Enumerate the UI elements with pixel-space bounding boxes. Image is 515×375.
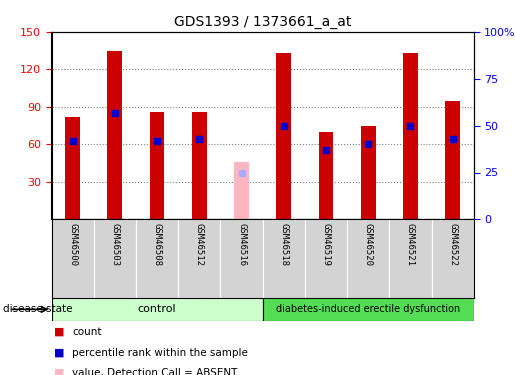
Text: GSM46508: GSM46508 [152, 222, 162, 266]
Bar [277, 53, 291, 219]
Text: disease state: disease state [3, 304, 72, 314]
Text: percentile rank within the sample: percentile rank within the sample [72, 348, 248, 357]
Bar [305, 219, 347, 298]
Text: GSM46521: GSM46521 [406, 222, 415, 266]
Bar [389, 219, 432, 298]
Bar [94, 219, 136, 298]
Bar [150, 112, 164, 219]
Text: count: count [72, 327, 101, 337]
Bar [65, 117, 80, 219]
Text: ■: ■ [54, 348, 64, 357]
Bar [347, 219, 389, 298]
Text: GSM46519: GSM46519 [321, 222, 331, 266]
Bar [220, 219, 263, 298]
Bar [361, 126, 375, 219]
Bar [108, 51, 122, 219]
Text: GSM46512: GSM46512 [195, 222, 204, 266]
Text: GSM46500: GSM46500 [68, 222, 77, 266]
Text: value, Detection Call = ABSENT: value, Detection Call = ABSENT [72, 368, 237, 375]
Text: GSM46516: GSM46516 [237, 222, 246, 266]
Text: ■: ■ [54, 327, 64, 337]
Bar [136, 219, 178, 298]
Text: diabetes-induced erectile dysfunction: diabetes-induced erectile dysfunction [276, 304, 460, 314]
Text: GSM46518: GSM46518 [279, 222, 288, 266]
Text: GSM46520: GSM46520 [364, 222, 373, 266]
Bar [403, 53, 418, 219]
Bar [234, 162, 249, 219]
Bar [263, 219, 305, 298]
Text: control: control [138, 304, 176, 314]
Text: GSM46503: GSM46503 [110, 222, 119, 266]
Bar [263, 298, 474, 321]
Bar [319, 132, 333, 219]
Title: GDS1393 / 1373661_a_at: GDS1393 / 1373661_a_at [174, 15, 351, 30]
Bar [52, 219, 94, 298]
Bar [445, 100, 460, 219]
Bar [178, 219, 220, 298]
Text: ■: ■ [54, 368, 64, 375]
Bar [52, 298, 263, 321]
Text: GSM46522: GSM46522 [448, 222, 457, 266]
Bar [432, 219, 474, 298]
Bar [192, 112, 207, 219]
